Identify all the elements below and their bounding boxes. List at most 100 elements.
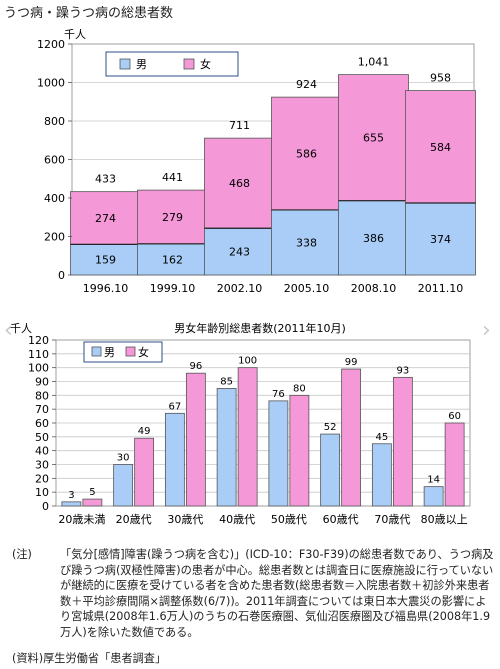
legend-label-male: 男 (136, 58, 147, 71)
chevron-right-icon[interactable]: › (482, 318, 491, 343)
bar-male (423, 486, 444, 507)
data-label-total: 958 (430, 72, 451, 85)
legend-label-male: 男 (104, 346, 115, 359)
bar-male (216, 388, 237, 507)
source-text: 厚生労働省「患者調査」 (43, 652, 167, 665)
legend-swatch-female (125, 346, 136, 357)
y-tick-label: 70 (35, 403, 49, 416)
x-tick-label: 2002.10 (217, 282, 263, 295)
data-label-male: 159 (95, 254, 116, 267)
data-label-male: 45 (376, 432, 389, 443)
bar-female (338, 74, 409, 202)
y-unit-label: 千人 (64, 28, 86, 41)
y-tick-label: 1200 (37, 38, 65, 51)
legend-swatch-female (183, 58, 195, 70)
chart-bars (61, 367, 465, 507)
data-label-male: 338 (296, 236, 317, 249)
bar-female (185, 372, 206, 507)
legend-swatch-male (91, 346, 102, 357)
x-tick-label: 70歳代 (374, 513, 410, 526)
bar-female (271, 96, 342, 211)
data-label-female: 655 (363, 132, 384, 145)
x-tick-label: 1996.10 (83, 282, 129, 295)
legend-label-female: 女 (138, 345, 149, 359)
page-title: うつ病・躁うつ病の総患者数 (4, 6, 174, 21)
bar-female (289, 394, 310, 507)
data-label-female: 80 (293, 383, 306, 394)
data-label-male: 85 (220, 376, 233, 387)
notes-section: (注) 「気分[感情]障害(躁うつ病を含む)」(ICD-10：F30-F39)の… (12, 547, 494, 641)
chart-bars (70, 74, 476, 276)
y-tick-label: 60 (35, 417, 49, 430)
x-tick-label: 50歳代 (271, 513, 307, 526)
x-tick-label: 40歳代 (219, 513, 255, 526)
bar-male (338, 200, 409, 276)
data-label-female: 99 (345, 357, 358, 368)
data-label-female: 279 (162, 211, 183, 224)
chart-data-labels: 3 5 30 49 67 96 85 100 76 80 52 99 45 93 14 60 (68, 356, 461, 501)
y-tick-label: 100 (28, 362, 49, 375)
data-label-female: 93 (397, 365, 410, 376)
data-label-female: 586 (296, 148, 317, 161)
bar-male (405, 202, 476, 276)
data-label-total: 1,041 (358, 56, 390, 69)
stacked-bar-chart-total-patients: 千人 159 274 433 162 279 441 243 468 711 338 586 924 3… (37, 28, 476, 295)
bar-male (268, 400, 289, 507)
chevron-left-icon[interactable]: ‹ (4, 318, 13, 343)
data-label-male: 14 (427, 475, 440, 486)
data-label-male: 374 (430, 233, 451, 246)
data-label-female: 100 (238, 356, 257, 367)
x-tick-label: 2011.10 (418, 282, 464, 295)
x-tick-label: 20歳未満 (58, 513, 105, 526)
chart-axis: 0 200 400 600 800 1000 1200 1996.10 1999.10 2002.… (37, 38, 463, 295)
legend-label-female: 女 (200, 57, 211, 71)
data-label-male: 243 (229, 246, 250, 259)
y-tick-label: 20 (35, 472, 49, 485)
x-tick-label: 60歳代 (323, 513, 359, 526)
legend-box (83, 341, 163, 363)
bar-female (82, 498, 103, 507)
chart-data-labels: 159 274 433 162 279 441 243 468 711 338 586 924 386 6… (95, 56, 451, 267)
x-tick-label: 80歳以上 (421, 513, 468, 526)
bar-female (444, 422, 465, 507)
y-tick-label: 40 (35, 445, 49, 458)
y-tick-label: 1000 (37, 77, 65, 90)
legend-swatch-male (119, 58, 131, 70)
y-tick-label: 80 (35, 389, 49, 402)
data-label-female: 468 (229, 177, 250, 190)
y-tick-label: 110 (28, 348, 49, 361)
y-tick-label: 0 (58, 269, 65, 282)
bar-female (392, 376, 413, 507)
bar-female (341, 368, 362, 507)
data-label-female: 274 (95, 212, 116, 225)
source-label: (資料) (12, 652, 44, 665)
chart-legend: 男 女 (83, 341, 163, 363)
chart-title: 男女年齢別総患者数(2011年10月) (174, 321, 346, 335)
bar-female (70, 191, 141, 245)
data-label-male: 30 (117, 453, 130, 464)
bar-female (237, 367, 258, 507)
bar-female (405, 90, 476, 204)
y-tick-label: 600 (44, 154, 65, 167)
data-label-male: 386 (363, 232, 384, 245)
bar-male (137, 243, 208, 276)
data-label-male: 52 (324, 422, 337, 433)
data-label-male: 162 (162, 253, 183, 266)
data-label-female: 584 (430, 141, 451, 154)
x-tick-label: 20歳代 (116, 513, 152, 526)
data-label-total: 441 (162, 171, 183, 184)
x-tick-label: 1999.10 (150, 282, 196, 295)
chart-legend: 男 女 (105, 51, 239, 77)
notes-text: 「気分[感情]障害(躁うつ病を含む)」(ICD-10：F30-F39)の総患者数… (60, 548, 494, 639)
data-label-male: 67 (169, 401, 182, 412)
data-label-female: 49 (138, 426, 151, 437)
bar-male (204, 227, 275, 276)
data-label-male: 3 (68, 490, 74, 501)
y-tick-label: 120 (28, 334, 49, 347)
y-tick-label: 800 (44, 115, 65, 128)
data-label-total: 433 (95, 173, 116, 186)
x-tick-label: 2005.10 (284, 282, 330, 295)
data-label-total: 711 (229, 119, 250, 132)
y-tick-label: 90 (35, 376, 49, 389)
y-tick-label: 50 (35, 431, 49, 444)
